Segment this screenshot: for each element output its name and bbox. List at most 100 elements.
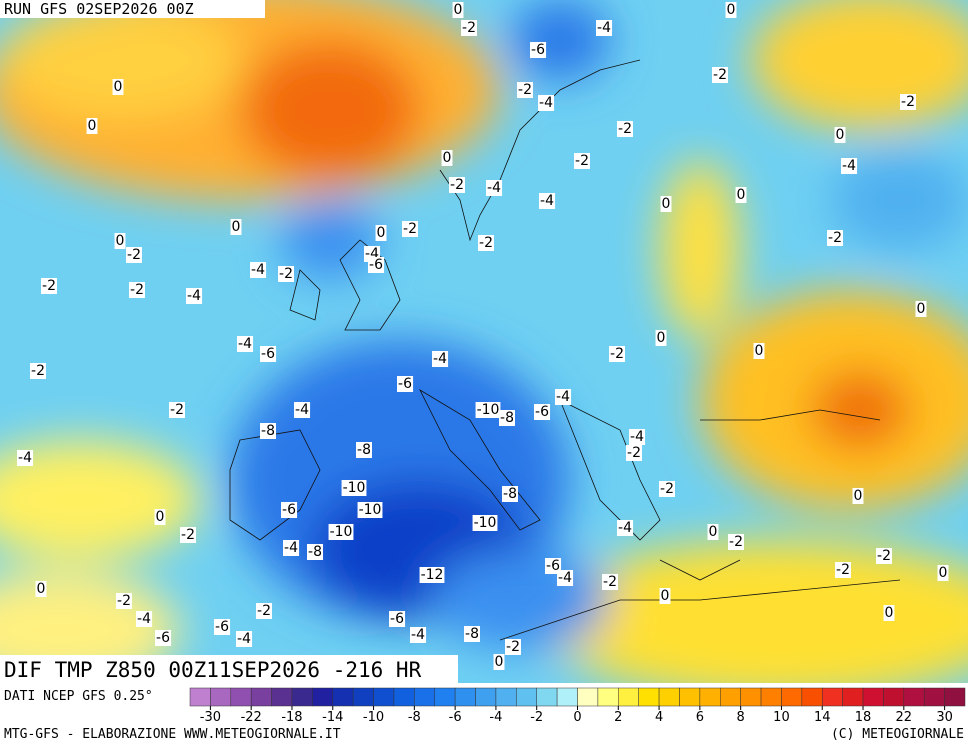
credit: MTG-GFS - ELABORAZIONE WWW.METEOGIORNALE… (4, 727, 341, 742)
contour-label: -2 (627, 445, 641, 461)
contour-label: 0 (156, 509, 165, 525)
contour-label-bg (154, 509, 166, 525)
contour-label-bg (307, 544, 323, 560)
contour-label-bg (841, 158, 858, 174)
contour-label-bg (499, 410, 515, 426)
contour-label-bg (461, 20, 477, 36)
contour-label: 0 (727, 2, 736, 18)
contour-label-bg (712, 67, 728, 83)
contour-label: -2 (31, 363, 45, 379)
contour-label: -2 (170, 402, 184, 418)
contour-label-bg (617, 121, 633, 137)
contour-label-bg (659, 588, 671, 604)
contour-label-bg (915, 301, 927, 317)
colorbar-swatch (250, 687, 272, 707)
contour-label-bg (236, 631, 253, 647)
contour-label-bg (328, 524, 354, 540)
contour-label: -2 (450, 177, 464, 193)
run-title: RUN GFS 02SEP2026 00Z (4, 0, 194, 18)
contour-label-bg (725, 2, 737, 18)
contour-label: 0 (939, 565, 948, 581)
contour-label-bg (876, 548, 892, 564)
contour-label: -6 (215, 619, 229, 635)
contour-label-bg (464, 626, 480, 642)
colorbar-swatch (536, 687, 558, 707)
contour-label-bg (260, 423, 276, 439)
contour-label: 0 (836, 127, 845, 143)
contour-label: -2 (403, 221, 417, 237)
colorbar-swatch (312, 687, 334, 707)
contour-label: 0 (661, 588, 670, 604)
contour-label-bg (136, 611, 153, 627)
colorbar-swatch (414, 687, 435, 707)
contour-label: -6 (531, 42, 545, 58)
contour-label: -4 (618, 520, 632, 536)
contour-label: -2 (713, 67, 727, 83)
colorbar-swatch (638, 687, 660, 707)
colorbar-swatch (556, 687, 578, 707)
contour-label: 0 (88, 118, 97, 134)
contour-label-bg (937, 565, 949, 581)
contour-label-bg (35, 581, 47, 597)
contour-label-bg (155, 630, 172, 646)
contour-label-bg (256, 603, 272, 619)
colorbar-swatch (760, 687, 782, 707)
contour-label-bg (852, 488, 864, 504)
contour-label: -4 (237, 631, 251, 647)
contour-label-bg (493, 654, 505, 670)
colorbar-swatch (903, 687, 925, 707)
contour-label: -2 (181, 527, 195, 543)
contour-label-bg (660, 196, 672, 212)
contour-label-bg (655, 330, 667, 346)
colorbar-label: 30 (936, 710, 953, 725)
contour-label-bg (112, 79, 124, 95)
contour-label-bg (534, 404, 551, 420)
map-title: DIF TMP Z850 00Z11SEP2026 -216 HR (4, 658, 422, 682)
contour-label-bg (126, 247, 142, 263)
contour-label-bg (617, 520, 634, 536)
contour-label-bg (728, 534, 744, 550)
contour-label-bg (478, 235, 494, 251)
colorbar-label: -14 (322, 710, 343, 725)
colorbar-swatch (699, 687, 721, 707)
contour-label: -8 (503, 486, 517, 502)
colorbar-swatch (454, 687, 476, 707)
contour-label-bg (753, 343, 765, 359)
colorbar-swatch (210, 687, 232, 707)
contour-label-bg (116, 593, 132, 609)
contour-label: -8 (500, 410, 514, 426)
contour-label-bg (538, 95, 555, 111)
contour-label: 0 (917, 301, 926, 317)
contour-label: -4 (251, 262, 265, 278)
contour-label-bg (557, 570, 574, 586)
contour-label-bg (472, 515, 498, 531)
colorbar-swatch (271, 687, 293, 707)
contour-label: -6 (369, 257, 383, 273)
contour-label-bg (281, 502, 298, 518)
map-field (0, 0, 968, 683)
contour-label: 0 (657, 330, 666, 346)
colorbar-swatch (781, 687, 803, 707)
contour-label: -10 (359, 502, 382, 518)
colorbar-swatch (373, 687, 395, 707)
colorbar-label: -22 (241, 710, 262, 725)
contour-label: 0 (114, 79, 123, 95)
contour-label: -4 (540, 193, 554, 209)
contour-label-bg (180, 527, 196, 543)
colorbar-swatch (923, 687, 945, 707)
contour-label-bg (397, 376, 414, 392)
contour-label: -8 (308, 544, 322, 560)
contour-label-bg (114, 233, 126, 249)
contour-label: -2 (42, 278, 56, 294)
contour-label-bg (834, 127, 846, 143)
contour-label: 0 (232, 219, 241, 235)
contour-label: -2 (479, 235, 493, 251)
colorbar-swatch (230, 687, 252, 707)
contour-label-bg (659, 481, 675, 497)
contour-label: 0 (854, 488, 863, 504)
colorbar-swatch (434, 687, 456, 707)
contour-label: -4 (411, 627, 425, 643)
contour-label: -4 (137, 611, 151, 627)
colorbar: -30 -22 -18 -14 -10 -8 -6 -4 -2 0 2 4 6 8 10 14 18 22 30 (189, 687, 966, 725)
